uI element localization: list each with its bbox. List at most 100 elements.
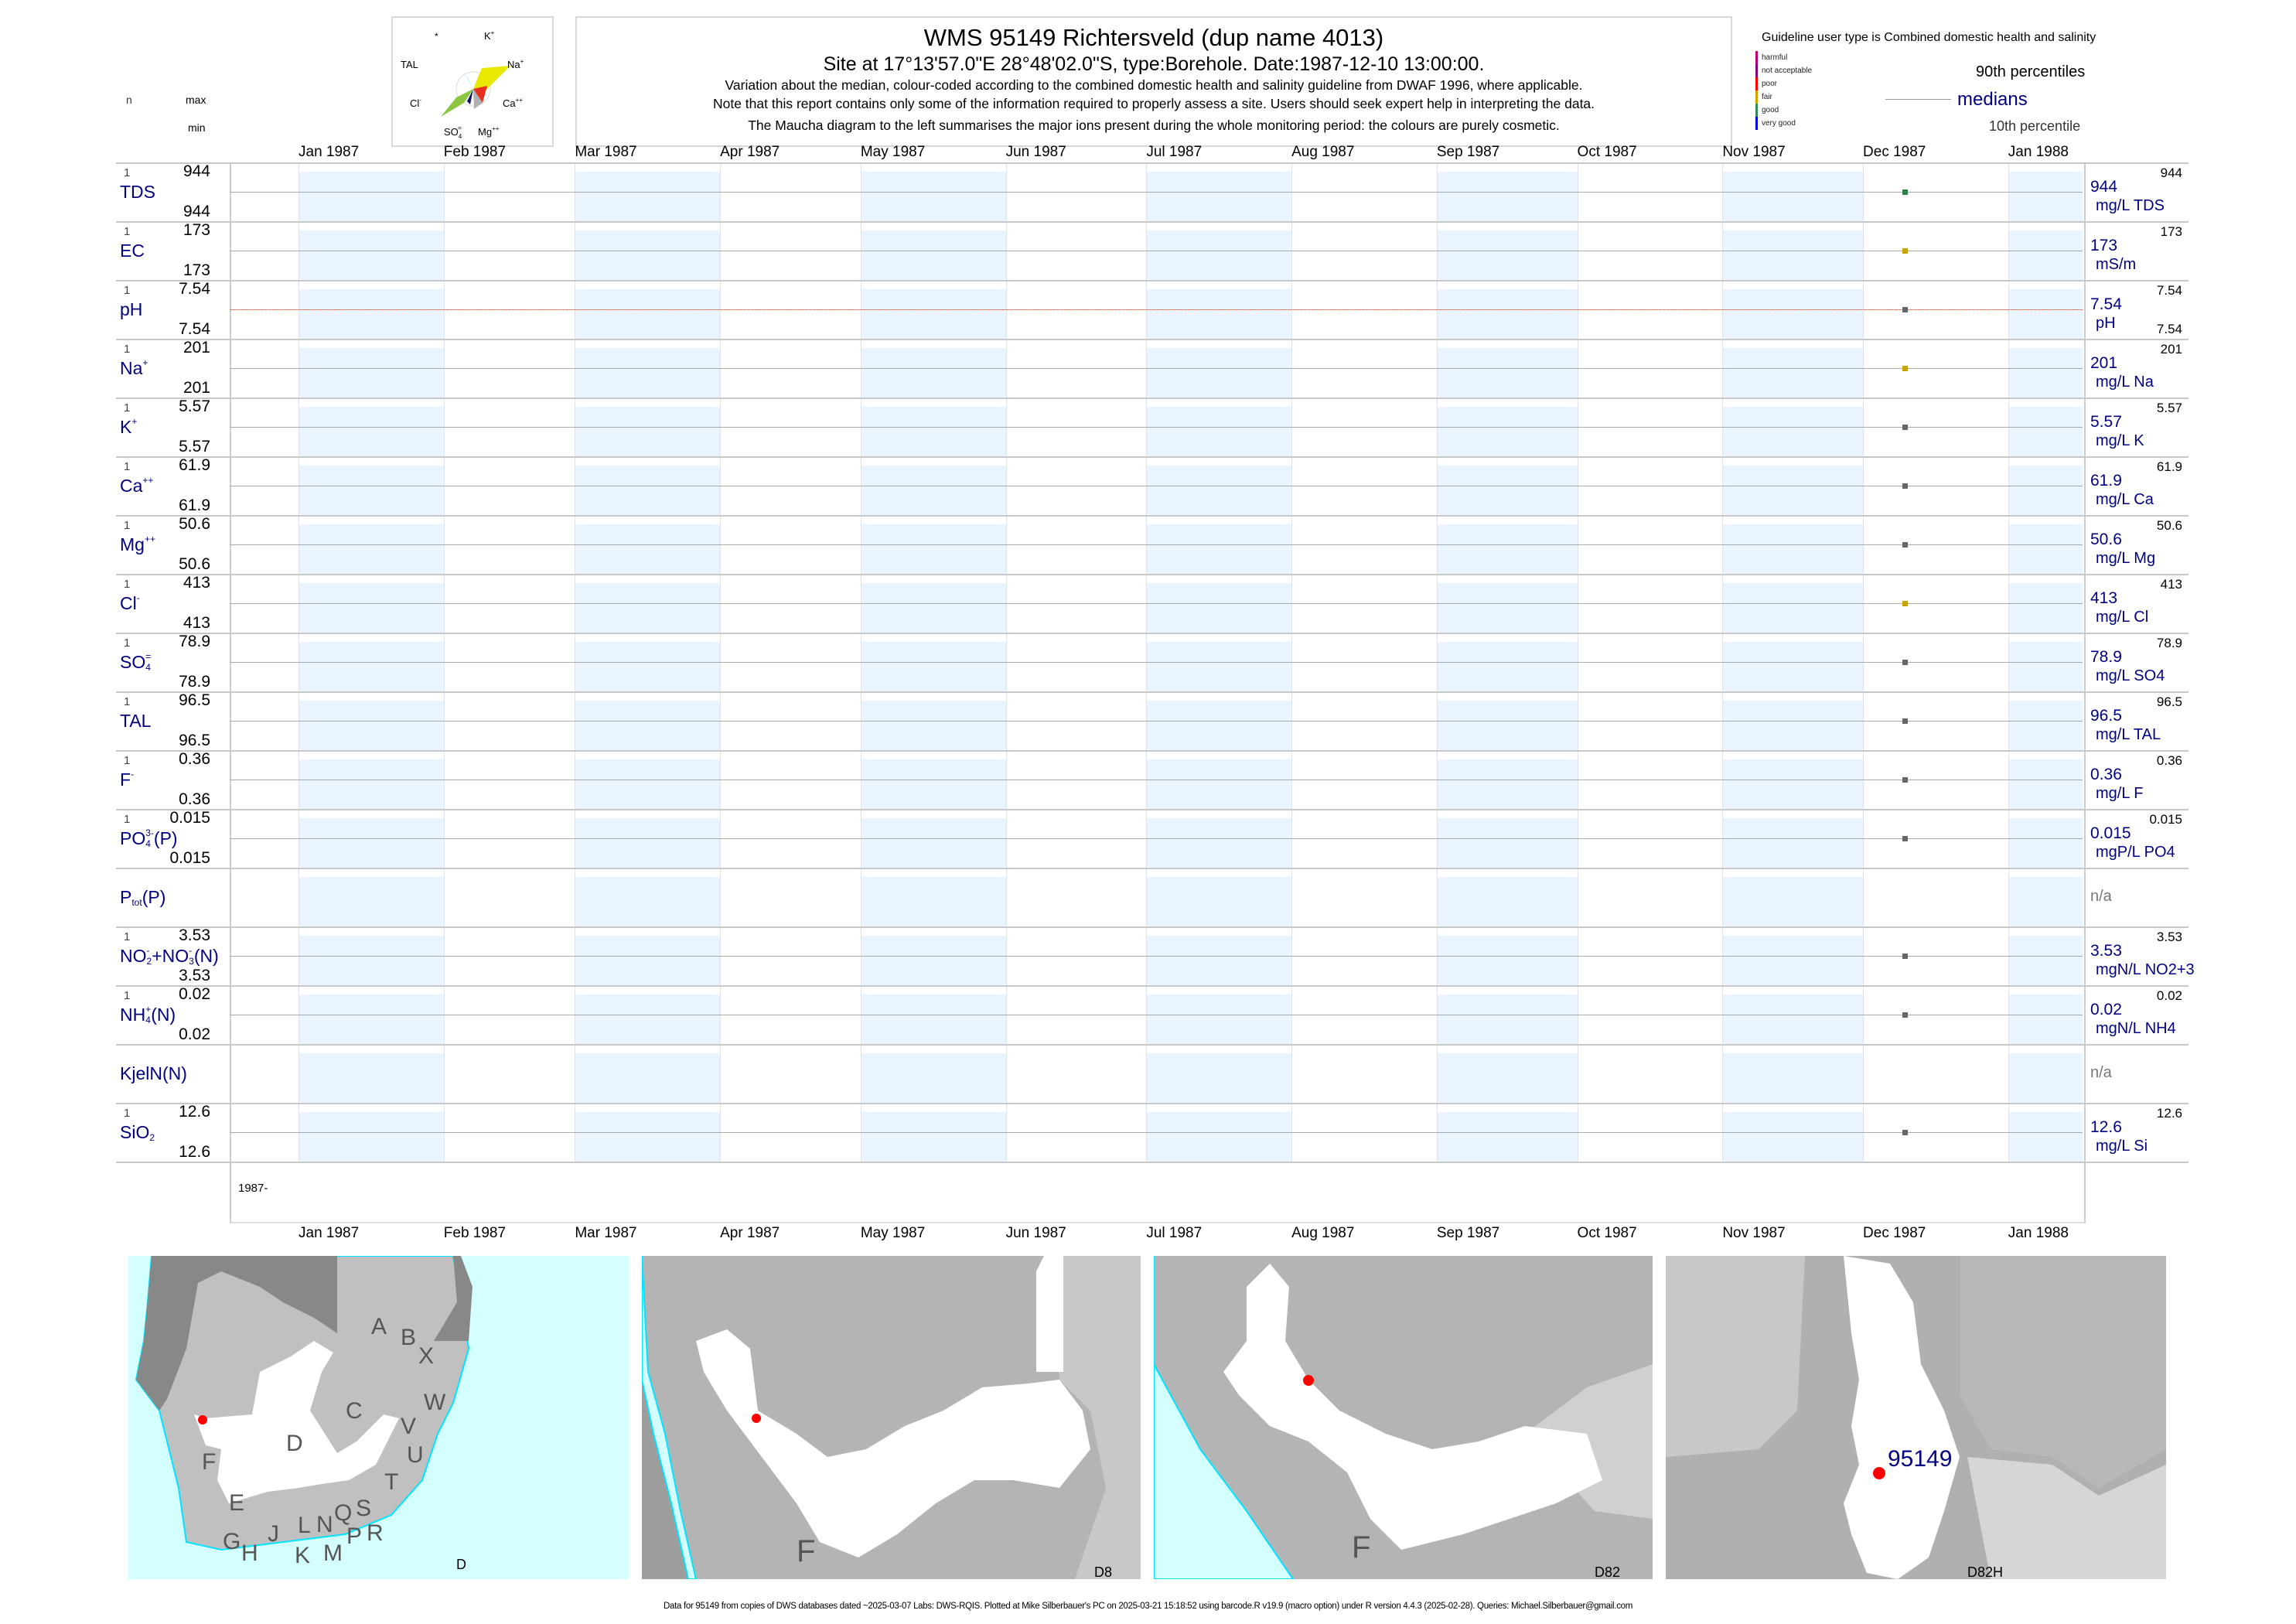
label-subscript: 2	[146, 956, 152, 967]
bottom-month-tick-label: Jul 1987	[1146, 1225, 1203, 1241]
right-max-value: 173	[2160, 224, 2182, 239]
top-month-tick-label: Apr 1987	[720, 144, 780, 160]
median-value: 12.6	[2090, 1118, 2122, 1136]
label-superscript: -	[136, 592, 140, 603]
map-region-letter: F	[202, 1449, 216, 1475]
median-value: 50.6	[2090, 531, 2122, 548]
label-subscript	[142, 368, 148, 379]
maucha-circle	[455, 71, 491, 107]
label-script: 3- 4	[145, 827, 154, 849]
coastline	[642, 1256, 698, 1579]
median-value: 944	[2090, 178, 2118, 196]
top-month-tick-label: Oct 1987	[1577, 144, 1637, 160]
month-band	[2008, 759, 2083, 809]
maucha-cl-segment	[441, 89, 473, 117]
min-value: 61.9	[179, 496, 210, 514]
month-band	[1146, 348, 1292, 397]
month-band	[1722, 524, 1864, 574]
label-subscript: 2	[149, 1132, 155, 1143]
bottom-month-tick-label: Nov 1987	[1722, 1225, 1786, 1241]
month-band	[860, 407, 1006, 456]
right-max-value: 78.9	[2156, 636, 2182, 650]
month-band	[575, 466, 721, 515]
unit-label: mg/L Ca	[2096, 491, 2154, 508]
white-strip	[1036, 1256, 1063, 1372]
month-band	[299, 348, 444, 397]
bottom-month-tick-label: Dec 1987	[1863, 1225, 1926, 1241]
report-title: WMS 95149 Richtersveld (dup name 4013)	[923, 24, 1384, 51]
parameter-label: Ca ++	[120, 475, 153, 496]
right-max-value: 0.02	[2156, 988, 2182, 1003]
row-separator	[116, 633, 2189, 634]
north-east-area	[1960, 1256, 2166, 1488]
row-separator	[116, 574, 2189, 575]
map-region-letter: K	[295, 1543, 310, 1568]
parameter-label: SO = 4	[120, 651, 151, 673]
month-band	[1436, 936, 1578, 985]
footer-credits: Data for 95149 from copies of DWS databa…	[663, 1602, 1633, 1611]
sample-count: 1	[124, 401, 131, 415]
month-band	[860, 818, 1006, 868]
median-value: 3.53	[2090, 942, 2122, 960]
legend-medians: medians	[1957, 89, 2028, 110]
month-band	[1146, 1112, 1292, 1162]
maucha-tal-segment	[464, 72, 473, 89]
min-value: 3.53	[179, 967, 210, 984]
month-band	[575, 1053, 721, 1103]
max-value: 944	[183, 162, 210, 180]
map-region-letter: E	[229, 1490, 244, 1516]
unit-label: mS/m	[2096, 256, 2137, 273]
unit-label: mgN/L NH4	[2096, 1020, 2176, 1037]
month-band	[1436, 348, 1578, 397]
right-max-value: 201	[2160, 342, 2182, 357]
max-value: 0.02	[179, 985, 210, 1003]
map-region-letter: V	[401, 1414, 416, 1439]
note-maucha: The Maucha diagram to the left summarise…	[748, 118, 1560, 133]
month-band	[2008, 524, 2083, 574]
map-region-letter: X	[418, 1343, 434, 1369]
month-band	[1722, 583, 1864, 633]
median-line	[230, 603, 2083, 604]
legend-10th-percentile: 10th percentile	[1989, 118, 2081, 134]
map-region-letter: N	[316, 1512, 333, 1537]
map-region-letter: L	[298, 1513, 311, 1538]
label-script: ++	[142, 475, 153, 496]
map-tertiary-drainage-d82: F D82	[1154, 1256, 1653, 1579]
median-value: 78.9	[2090, 648, 2122, 666]
right-max-value: 96.5	[2156, 694, 2182, 709]
month-band	[299, 877, 444, 926]
max-value: 12.6	[179, 1103, 210, 1121]
month-band	[299, 466, 444, 515]
month-band	[1146, 877, 1292, 926]
map-label: D	[456, 1557, 466, 1572]
month-band	[299, 642, 444, 691]
unit-label: mg/L Mg	[2096, 550, 2156, 567]
label-superscript: =	[145, 651, 152, 662]
map-region-letter: R	[367, 1520, 384, 1546]
region-f	[642, 1256, 688, 1579]
median-line	[230, 368, 2083, 369]
median-line	[230, 721, 2083, 722]
month-band	[860, 524, 1006, 574]
month-band	[2008, 172, 2083, 221]
label-text: NO	[120, 946, 147, 966]
month-band	[1722, 1053, 1864, 1103]
unit-label: mg/L Si	[2096, 1138, 2148, 1155]
month-band	[2008, 936, 2083, 985]
unit-label: mg/L SO4	[2096, 667, 2165, 684]
month-band	[860, 701, 1006, 750]
median-line	[230, 956, 2083, 957]
month-band	[1146, 407, 1292, 456]
month-band	[2008, 583, 2083, 633]
max-value: 78.9	[179, 633, 210, 650]
sample-count: 1	[124, 930, 131, 943]
site-id-label: 95149	[1888, 1446, 1952, 1472]
sample-point	[1902, 247, 1909, 254]
row-separator	[116, 456, 2189, 458]
month-band	[1436, 583, 1578, 633]
sample-count: 1	[124, 636, 131, 650]
month-band	[299, 524, 444, 574]
sample-count: 1	[124, 225, 131, 238]
month-band	[2008, 995, 2083, 1044]
